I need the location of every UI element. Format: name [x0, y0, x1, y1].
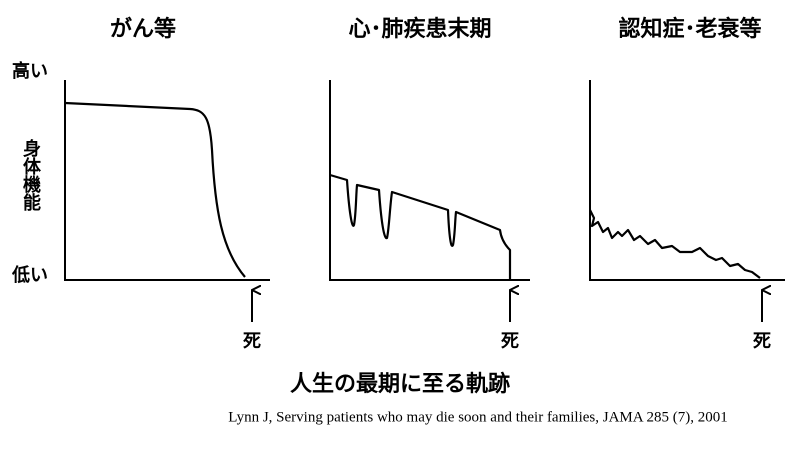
trajectory-curve [329, 173, 512, 280]
y-axis-label: 身体機能 [20, 138, 41, 212]
y-low-label: 低い [11, 264, 48, 286]
death-label: 死 [243, 331, 261, 352]
trajectory-curve [64, 101, 246, 278]
axes [589, 80, 785, 281]
citation: Lynn J, Serving patients who may die soo… [228, 409, 728, 425]
panel-heading: がん等 [110, 16, 176, 42]
death-label: 死 [501, 331, 519, 352]
caption: 人生の最期に至る軌跡 [290, 371, 510, 397]
y-high-label: 高い [12, 60, 48, 82]
axes [64, 80, 270, 281]
trajectory-curve [589, 209, 761, 279]
panel-heading: 心･肺疾患末期 [348, 16, 491, 42]
axes [329, 80, 530, 281]
panel-heading: 認知症･老衰等 [618, 16, 761, 42]
death-label: 死 [753, 331, 771, 352]
